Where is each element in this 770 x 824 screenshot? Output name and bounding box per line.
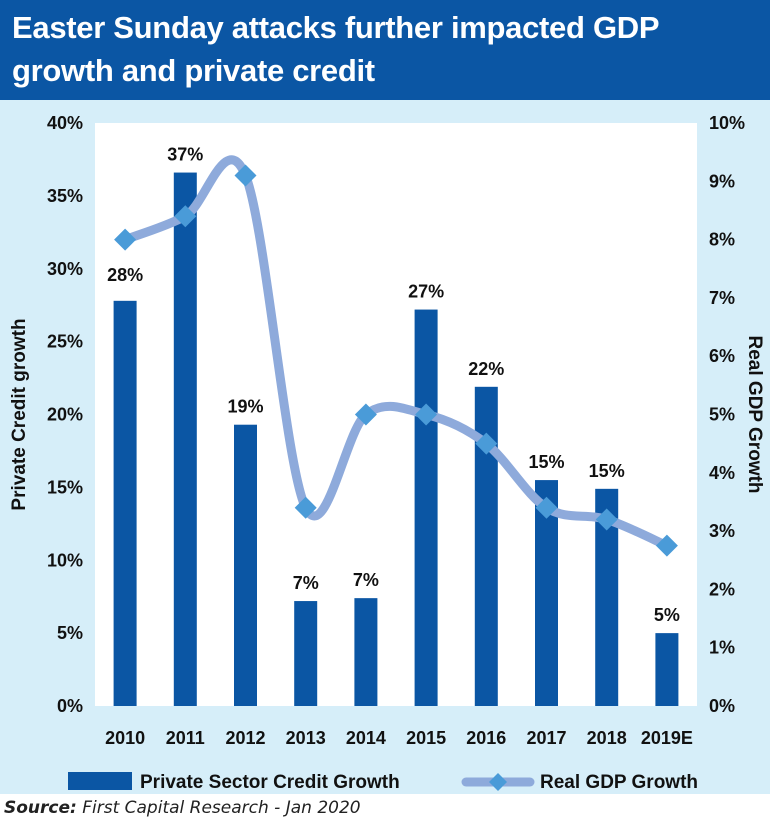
x-tick-label: 2019E (641, 728, 693, 748)
chart-title: Easter Sunday attacks further impacted G… (12, 10, 659, 88)
bar-data-label: 28% (107, 265, 143, 285)
bar (474, 386, 498, 706)
bar-data-label: 27% (408, 282, 444, 302)
gdp-marker (595, 508, 618, 531)
y-tick-label: 40% (47, 113, 83, 133)
y-tick-label: 10% (47, 550, 83, 570)
gdp-marker (234, 164, 257, 187)
y-tick-label: 30% (47, 259, 83, 279)
gdp-marker (655, 534, 678, 557)
legend-label-line: Real GDP Growth (540, 772, 698, 793)
source-note: Source: First Capital Research - Jan 202… (4, 798, 361, 818)
x-tick-label: 2012 (225, 728, 265, 748)
y-tick-label: 25% (47, 332, 83, 352)
y2-tick-label: 6% (709, 346, 735, 366)
bar (294, 601, 318, 706)
y2-tick-label: 9% (709, 171, 735, 191)
legend-swatch-bar (68, 772, 132, 790)
gdp-marker (294, 496, 317, 519)
x-tick-label: 2014 (346, 728, 386, 748)
bar-data-label: 5% (654, 605, 680, 625)
y-tick-label: 0% (57, 696, 83, 716)
bar-data-label: 7% (353, 570, 379, 590)
y2-tick-label: 1% (709, 638, 735, 658)
bar-data-label: 37% (167, 145, 203, 165)
chart-header: Easter Sunday attacks further impacted G… (0, 0, 770, 100)
gdp-marker (415, 403, 438, 426)
x-tick-label: 2013 (286, 728, 326, 748)
bar-data-label: 19% (227, 397, 263, 417)
x-tick-label: 2018 (587, 728, 627, 748)
x-tick-label: 2010 (105, 728, 145, 748)
bar (595, 488, 619, 706)
gdp-marker (354, 403, 377, 426)
bar-data-label: 7% (293, 573, 319, 593)
bar (113, 300, 137, 706)
x-tick-label: 2015 (406, 728, 446, 748)
y-tick-label: 35% (47, 186, 83, 206)
source-text: First Capital Research - Jan 2020 (76, 798, 361, 818)
y2-tick-label: 2% (709, 579, 735, 599)
y-tick-label: 20% (47, 405, 83, 425)
source-label: Source: (4, 798, 77, 818)
y2-axis-title: Real GDP Growth (744, 335, 765, 493)
bar (234, 424, 257, 706)
bar-data-label: 15% (528, 452, 564, 472)
gdp-line (120, 155, 672, 551)
y-tick-label: 15% (47, 477, 83, 497)
bar-data-label: 22% (468, 359, 504, 379)
x-tick-label: 2011 (166, 728, 205, 748)
legend-label-bar: Private Sector Credit Growth (140, 772, 400, 793)
bar (173, 172, 197, 706)
bar (354, 598, 378, 706)
legend-swatch-marker (489, 773, 507, 791)
y2-tick-label: 0% (709, 696, 735, 716)
gdp-marker (114, 228, 137, 251)
bar-data-label: 15% (589, 461, 625, 481)
x-tick-label: 2016 (466, 728, 506, 748)
y2-tick-label: 3% (709, 521, 735, 541)
y2-tick-label: 7% (709, 288, 735, 308)
gdp-marker (535, 496, 558, 519)
chart-svg: 0% 5% 10% 15% 20% 25% 30% 35% 40% 0% 1% 2% 3% 4% 5% 6% 7… (9, 113, 765, 793)
y2-tick-label: 5% (709, 405, 735, 425)
gdp-marker (475, 432, 498, 455)
y-tick-label: 5% (57, 623, 83, 643)
gdp-marker (174, 205, 197, 228)
y2-tick-label: 4% (709, 463, 735, 483)
y2-tick-label: 8% (709, 230, 735, 250)
bar (414, 309, 438, 706)
bar (535, 480, 558, 706)
y-axis-title: Private Credit growth (9, 318, 30, 510)
y2-tick-label: 10% (709, 113, 745, 133)
bar (655, 633, 679, 706)
x-tick-label: 2017 (526, 728, 566, 748)
